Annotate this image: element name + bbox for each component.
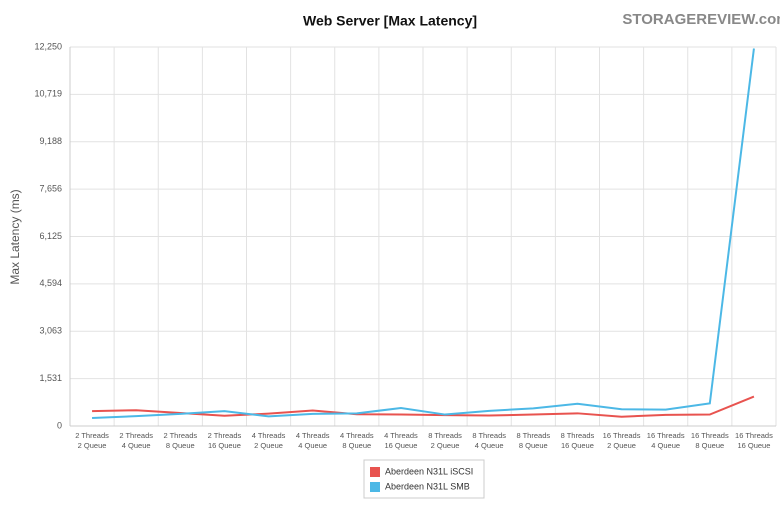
y-tick-label: 3,063 (39, 326, 62, 336)
x-tick-label: 2 Queue (607, 441, 636, 450)
x-tick-label: 8 Queue (166, 441, 195, 450)
x-tick-label: 8 Threads (516, 431, 550, 440)
series-line (92, 395, 755, 418)
x-tick-label: 2 Threads (208, 431, 242, 440)
y-axis-label: Max Latency (ms) (8, 189, 22, 284)
y-tick-label: 6,125 (39, 231, 62, 241)
x-tick-label: 2 Threads (163, 431, 197, 440)
y-tick-label: 7,656 (39, 184, 62, 194)
y-tick-label: 4,594 (39, 278, 62, 288)
legend-label: Aberdeen N31L iSCSI (385, 466, 473, 476)
x-tick-label: 8 Queue (342, 441, 371, 450)
x-tick-label: 4 Queue (475, 441, 504, 450)
series-line (92, 48, 755, 419)
legend-label: Aberdeen N31L SMB (385, 481, 470, 491)
y-tick-label: 0 (57, 420, 62, 430)
x-tick-label: 4 Threads (384, 431, 418, 440)
x-tick-label: 4 Queue (651, 441, 680, 450)
logo: STORAGEREVIEW.com (622, 11, 780, 28)
y-tick-label: 12,250 (34, 41, 62, 51)
x-tick-label: 16 Threads (735, 431, 773, 440)
x-tick-label: 16 Queue (561, 441, 594, 450)
x-tick-label: 4 Queue (298, 441, 327, 450)
x-tick-label: 16 Threads (603, 431, 641, 440)
x-tick-label: 2 Queue (254, 441, 283, 450)
x-tick-label: 16 Threads (691, 431, 729, 440)
x-tick-label: 16 Queue (384, 441, 417, 450)
x-tick-label: 2 Queue (431, 441, 460, 450)
legend-box (363, 459, 485, 499)
x-tick-label: 4 Threads (296, 431, 330, 440)
x-tick-label: 8 Queue (519, 441, 548, 450)
x-tick-label: 2 Threads (75, 431, 109, 440)
x-tick-label: 8 Threads (472, 431, 506, 440)
x-tick-label: 16 Queue (737, 441, 770, 450)
y-tick-label: 10,719 (34, 89, 62, 99)
y-tick-label: 9,188 (39, 136, 62, 146)
x-tick-label: 4 Threads (252, 431, 286, 440)
legend-swatch (370, 482, 380, 492)
x-tick-label: 8 Queue (695, 441, 724, 450)
x-tick-label: 8 Threads (428, 431, 462, 440)
x-tick-label: 4 Threads (340, 431, 374, 440)
chart-title: Web Server [Max Latency] (303, 13, 477, 29)
legend-swatch (370, 467, 380, 477)
x-tick-label: 2 Queue (78, 441, 107, 450)
x-tick-label: 8 Threads (561, 431, 595, 440)
x-tick-label: 16 Threads (647, 431, 685, 440)
x-tick-label: 4 Queue (122, 441, 151, 450)
y-tick-label: 1,531 (39, 373, 62, 383)
x-tick-label: 16 Queue (208, 441, 241, 450)
x-tick-label: 2 Threads (119, 431, 153, 440)
